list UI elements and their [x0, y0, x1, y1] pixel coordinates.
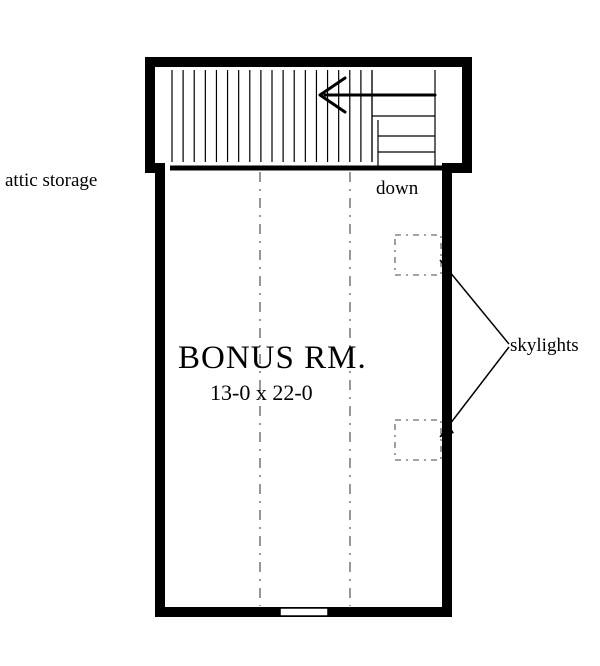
floorplan-svg	[0, 0, 600, 666]
label-skylights: skylights	[510, 335, 579, 357]
label-room-dim: 13-0 x 22-0	[210, 380, 313, 406]
label-room-name: BONUS RM.	[178, 340, 367, 377]
label-down: down	[376, 178, 418, 200]
label-attic-storage: attic storage	[5, 170, 97, 192]
